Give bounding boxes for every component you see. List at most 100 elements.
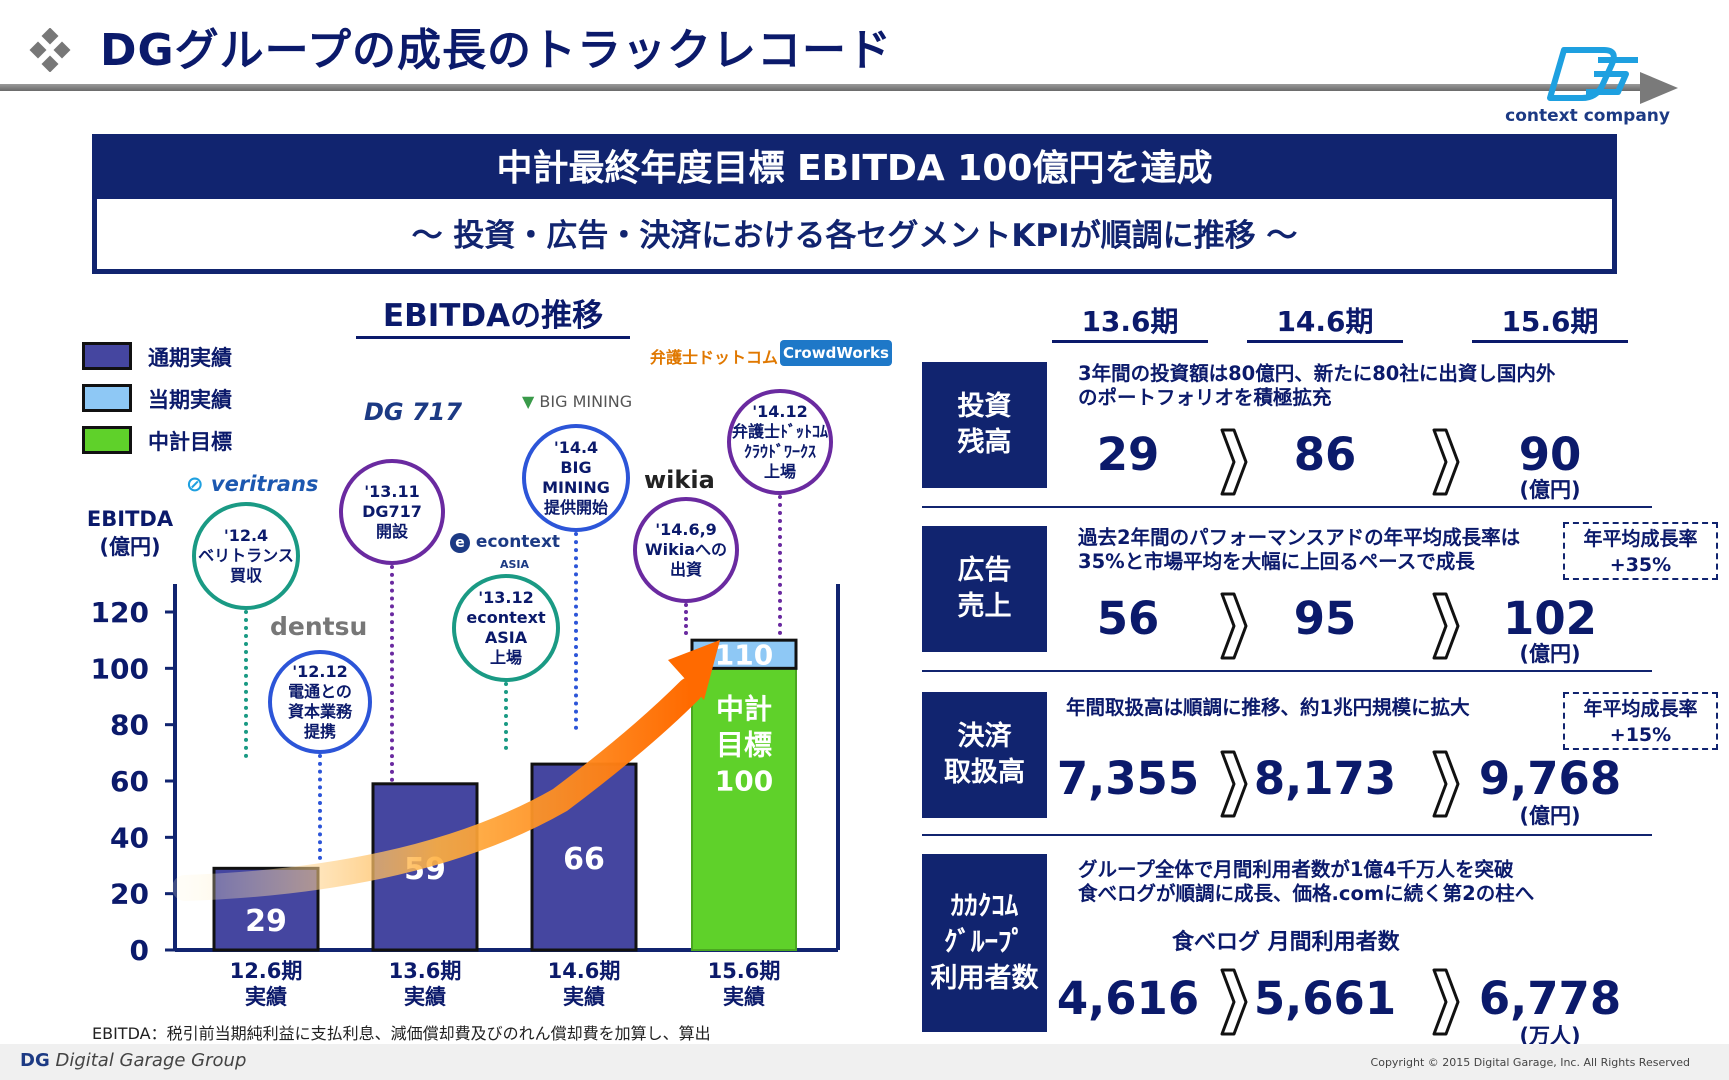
bigmining-logo-text: BIG MINING xyxy=(539,392,633,411)
y-tick-label: 0 xyxy=(130,934,149,967)
growth-rate-line: 年平均成長率 xyxy=(1583,698,1698,720)
growth-rate-line: +15% xyxy=(1609,724,1672,746)
milestone-text-line: Wikiaへの xyxy=(644,540,728,559)
banner-subline: ～ 投資・広告・決済における各セグメントKPIが順調に推移 ～ xyxy=(411,218,1298,254)
segment-description: 過去2年間のパフォーマンスアドの年平均成長率は 35%と市場平均を大幅に上回るペー… xyxy=(1078,526,1520,574)
dg717-logo: DG 717 xyxy=(364,398,463,426)
bengoshi-logo: 弁護士ドットコム xyxy=(650,348,779,367)
segment-label: ｶｶｸｺﾑ ｸﾞﾙｰﾌﾟ 利用者数 xyxy=(922,854,1047,1032)
logo-text: context company xyxy=(1505,106,1670,126)
y-tick-label: 120 xyxy=(91,596,149,629)
milestone-text-line: 提携 xyxy=(303,722,336,741)
milestone-bubble: '12.4 ベリトランス 買収 xyxy=(192,502,300,610)
chevron-right-icon xyxy=(1432,750,1460,818)
veritrans-logo: ⊘ veritrans xyxy=(186,472,318,496)
chart-heading-underline xyxy=(356,336,630,339)
milestone-text-line: ベリトランス xyxy=(198,546,294,565)
milestone-connector xyxy=(778,495,782,635)
header-divider xyxy=(0,84,1650,91)
econtext-logo-text: econtext xyxy=(475,532,561,552)
x-tick-label: 12.6期 実績 xyxy=(201,958,331,1010)
diamond-bullet-icon xyxy=(29,28,71,72)
target-label-line: 目標 xyxy=(716,728,772,761)
kpi-value: 6,778 xyxy=(1478,972,1622,1025)
legend-label: 通期実績 xyxy=(148,346,232,370)
bar-current-label: 110 xyxy=(715,638,773,671)
milestone-text-line: 弁護士ﾄﾞｯﾄｺﾑ xyxy=(731,422,828,441)
milestone-connector xyxy=(574,532,578,730)
econtext-logo: e econtext ASIA xyxy=(450,532,560,573)
chevron-right-icon xyxy=(1220,968,1248,1036)
milestone-connector xyxy=(504,682,508,750)
milestone-text-line: 電通との xyxy=(288,682,352,701)
milestone-text-line: '12.12 xyxy=(292,662,348,681)
chevron-right-icon xyxy=(1220,750,1248,818)
segment-label: 広告 売上 xyxy=(922,526,1047,652)
milestone-bubble: '14.6,9 Wikiaへの 出資 xyxy=(633,497,739,603)
x-tick-line: 13.6期 xyxy=(388,959,462,983)
kpi-value: 9,768 xyxy=(1478,752,1622,805)
veritrans-logo-text: veritrans xyxy=(210,472,319,496)
period-header-underline xyxy=(1247,340,1403,343)
x-tick-line: 実績 xyxy=(245,985,287,1009)
chevron-right-icon xyxy=(1432,968,1460,1036)
milestone-text-line: ASIA xyxy=(484,628,528,647)
banner-headline: 中計最終年度目標 EBITDA 100億円を達成 xyxy=(97,139,1612,199)
chevron-shape xyxy=(1432,750,1460,818)
footer-brand-text: Digital Garage Group xyxy=(55,1050,247,1071)
kpi-value: 5,661 xyxy=(1253,972,1397,1025)
y-tick-label: 40 xyxy=(110,821,149,854)
econtext-mark-icon: e xyxy=(450,533,470,553)
ebitda-footnote: EBITDA：税引前当期純利益に支払利息、減価償却費及びのれん償却費を加算し、算… xyxy=(92,1024,711,1043)
page-title: DGグループの成長のトラックレコード xyxy=(100,25,892,76)
segment-label-line: 投資 xyxy=(957,391,1012,422)
chevron-shape xyxy=(1432,592,1460,660)
milestone-text-line: 上場 xyxy=(763,462,796,481)
bar-value-label: 66 xyxy=(563,842,605,877)
x-tick-line: 実績 xyxy=(404,985,446,1009)
milestone-text-line: ｸﾗｳﾄﾞﾜｰｸｽ xyxy=(743,442,816,461)
legend-swatch xyxy=(82,384,132,412)
veritrans-mark-icon: ⊘ xyxy=(186,472,204,496)
segment-description-line: 年間取扱高は順調に推移、約1兆円規模に拡大 xyxy=(1066,696,1470,719)
x-tick-label: 14.6期 実績 xyxy=(519,958,649,1010)
bar-value-label: 29 xyxy=(245,904,287,939)
period-header-underline xyxy=(1052,340,1208,343)
legend-swatch xyxy=(82,426,132,454)
growth-rate-box: 年平均成長率 +15% xyxy=(1563,692,1718,750)
crowdworks-logo: CrowdWorks xyxy=(780,340,892,366)
growth-rate-box: 年平均成長率 +35% xyxy=(1563,522,1718,580)
segment-label-line: ｸﾞﾙｰﾌﾟ xyxy=(944,927,1025,958)
milestone-text-line: 上場 xyxy=(489,648,522,667)
chevron-right-icon xyxy=(1220,428,1248,496)
segment-description: 3年間の投資額は80億円、新たに80社に出資し国内外 のポートフォリオを積極拡充 xyxy=(1078,362,1555,410)
milestone-text-line: 提供開始 xyxy=(543,498,608,517)
segment-label-line: 利用者数 xyxy=(930,963,1039,994)
milestone-bubble: '14.4 BIG MINING 提供開始 xyxy=(522,424,630,532)
milestone-bubble: '14.12 弁護士ﾄﾞｯﾄｺﾑ ｸﾗｳﾄﾞﾜｰｸｽ 上場 xyxy=(727,389,833,495)
y-axis-label-line2: (億円) xyxy=(99,535,161,559)
milestone-text-line: 出資 xyxy=(669,560,702,579)
segment-description: グループ全体で月間利用者数が1億4千万人を突破 食べログが順調に成長、価格.com… xyxy=(1078,858,1534,906)
headline-banner: 中計最終年度目標 EBITDA 100億円を達成 ～ 投資・広告・決済における各… xyxy=(92,134,1617,274)
bigmining-mark-icon: ▼ xyxy=(522,392,535,411)
legend-swatch xyxy=(82,342,132,370)
x-tick-line: 実績 xyxy=(563,985,605,1009)
y-tick-label: 80 xyxy=(110,709,149,742)
milestone-text-line: DG717 xyxy=(362,502,422,521)
kpi-unit: (億円) xyxy=(1519,478,1581,502)
milestone-text-line: MINING xyxy=(542,478,610,497)
segment-description-line: 食べログが順調に成長、価格.comに続く第2の柱へ xyxy=(1078,882,1535,905)
milestone-text-line: '13.12 xyxy=(478,588,534,607)
kpi-value: 86 xyxy=(1293,428,1357,481)
footer-bar xyxy=(0,1044,1729,1080)
segment-description: 年間取扱高は順調に推移、約1兆円規模に拡大 xyxy=(1066,696,1470,720)
econtext-logo-sub: ASIA xyxy=(500,558,530,571)
kpi-value: 8,173 xyxy=(1253,752,1397,805)
x-tick-line: 12.6期 xyxy=(229,959,303,983)
wikia-logo: wikia xyxy=(644,466,715,494)
kpi-value: 7,355 xyxy=(1056,752,1200,805)
milestone-text-line: BIG xyxy=(560,458,592,477)
kpi-value: 4,616 xyxy=(1056,972,1200,1025)
